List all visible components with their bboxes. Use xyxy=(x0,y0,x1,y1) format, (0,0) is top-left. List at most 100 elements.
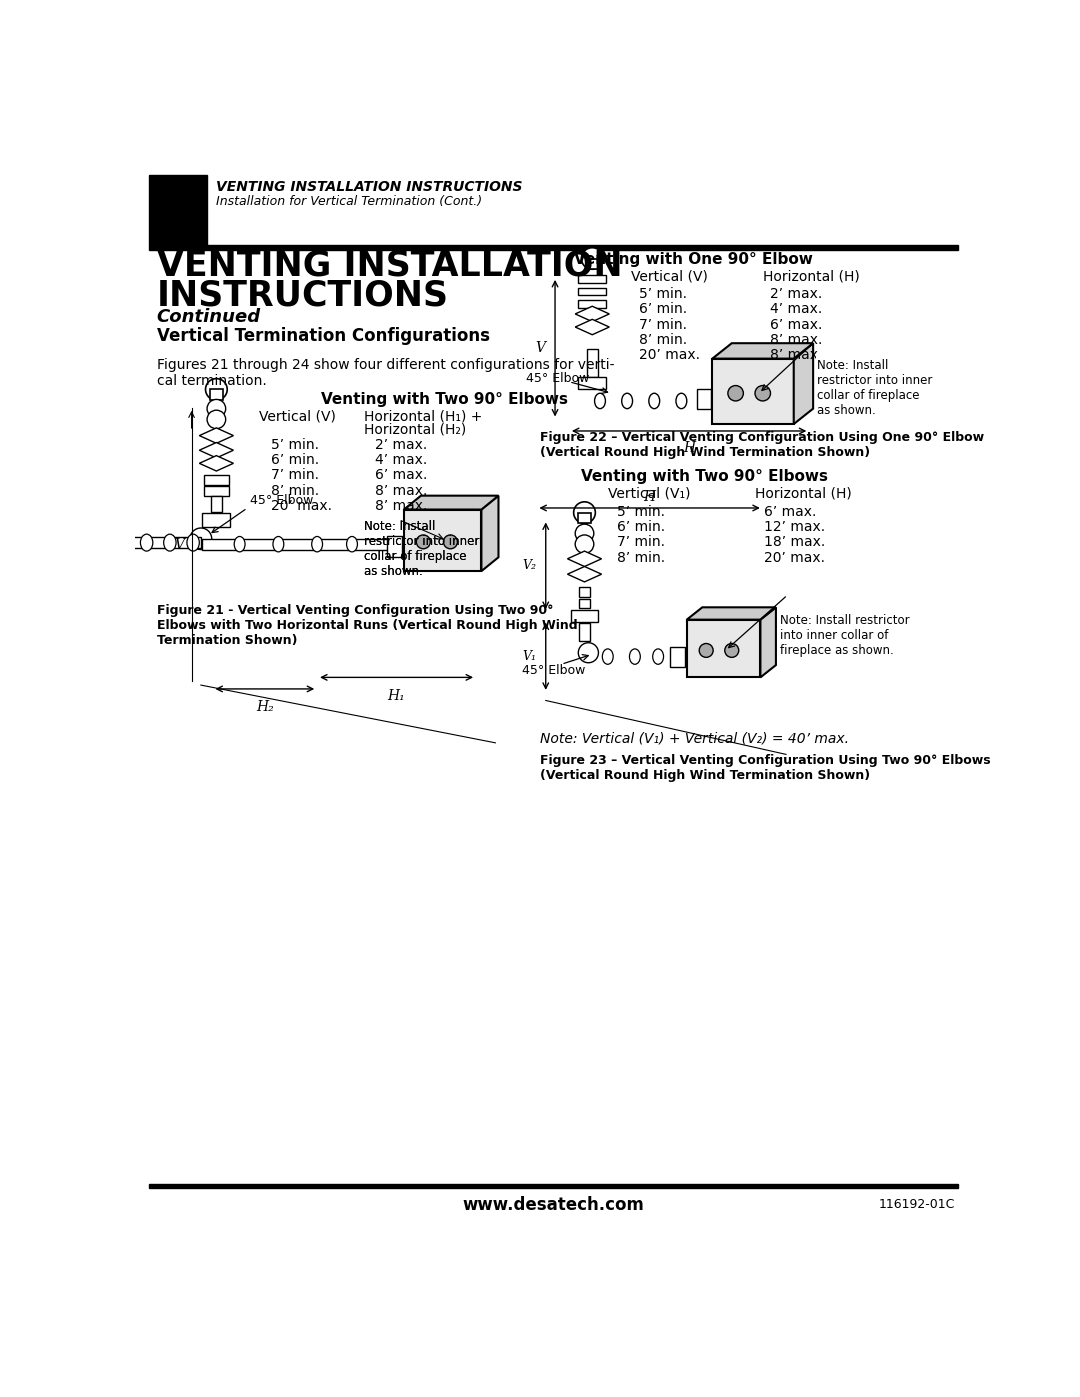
Text: www.desatech.com: www.desatech.com xyxy=(462,1196,645,1214)
Text: Figures 21 through 24 show four different configurations for verti-
cal terminat: Figures 21 through 24 show four differen… xyxy=(157,358,615,388)
Text: 116192-01C: 116192-01C xyxy=(878,1199,955,1211)
Text: V₂: V₂ xyxy=(523,559,537,573)
Text: V₁: V₁ xyxy=(523,650,537,662)
Polygon shape xyxy=(200,427,233,443)
Text: 4’ max.: 4’ max. xyxy=(770,302,823,316)
Circle shape xyxy=(728,386,743,401)
Text: 2’ max.: 2’ max. xyxy=(375,437,428,451)
Ellipse shape xyxy=(273,536,284,552)
Text: Horizontal (H): Horizontal (H) xyxy=(762,270,860,284)
Text: 20’ max.: 20’ max. xyxy=(638,348,700,362)
Text: V: V xyxy=(536,341,545,355)
Text: INSTRUCTIONS: INSTRUCTIONS xyxy=(157,278,448,313)
Polygon shape xyxy=(578,300,606,307)
Text: 6’ min.: 6’ min. xyxy=(271,453,319,467)
Text: Vertical (V₁): Vertical (V₁) xyxy=(608,488,690,502)
Text: Note: Install
restrictor into inner
collar of fireplace
as shown.: Note: Install restrictor into inner coll… xyxy=(364,520,480,577)
Polygon shape xyxy=(482,496,499,571)
Bar xyxy=(687,620,760,678)
Polygon shape xyxy=(713,344,813,359)
Text: Note: Vertical (V₁) + Vertical (V₂) = 40’ max.: Note: Vertical (V₁) + Vertical (V₂) = 40… xyxy=(540,731,849,745)
Bar xyxy=(149,246,958,250)
Text: 6’ min.: 6’ min. xyxy=(638,302,687,316)
Bar xyxy=(387,535,403,557)
Text: 8’ max.: 8’ max. xyxy=(375,483,428,497)
Bar xyxy=(149,176,207,244)
Ellipse shape xyxy=(622,393,633,409)
Circle shape xyxy=(573,502,595,524)
Polygon shape xyxy=(760,608,775,678)
Text: Installation for Vertical Termination (Cont.): Installation for Vertical Termination (C… xyxy=(216,196,483,208)
Circle shape xyxy=(578,643,598,662)
Polygon shape xyxy=(567,550,602,567)
Text: Note: Install
restrictor into inner
collar of fireplace
as shown.: Note: Install restrictor into inner coll… xyxy=(364,520,480,577)
Circle shape xyxy=(416,535,430,549)
Bar xyxy=(670,647,685,666)
Text: Horizontal (H₁) +: Horizontal (H₁) + xyxy=(364,409,482,423)
Text: H: H xyxy=(683,441,696,455)
Text: Venting with One 90° Elbow: Venting with One 90° Elbow xyxy=(573,251,812,267)
Circle shape xyxy=(581,247,603,270)
Text: 45° Elbow: 45° Elbow xyxy=(249,495,313,507)
Polygon shape xyxy=(687,608,775,620)
Ellipse shape xyxy=(603,648,613,665)
Ellipse shape xyxy=(347,536,357,552)
Text: Figure 21 - Vertical Venting Configuration Using Two 90°
Elbows with Two Horizon: Figure 21 - Vertical Venting Configurati… xyxy=(157,605,578,647)
Text: 7’ min.: 7’ min. xyxy=(638,317,687,331)
Text: VENTING INSTALLATION: VENTING INSTALLATION xyxy=(157,249,622,282)
Text: 12’ max.: 12’ max. xyxy=(765,520,825,534)
Text: 8’ min.: 8’ min. xyxy=(271,483,319,497)
Bar xyxy=(579,623,590,641)
Circle shape xyxy=(576,524,594,542)
Ellipse shape xyxy=(312,536,323,552)
Polygon shape xyxy=(567,567,602,583)
Polygon shape xyxy=(578,275,606,284)
Circle shape xyxy=(205,379,227,400)
Polygon shape xyxy=(578,288,606,295)
Text: 7’ min.: 7’ min. xyxy=(617,535,665,549)
Bar xyxy=(586,349,597,377)
Bar xyxy=(586,258,598,270)
Bar xyxy=(570,609,598,622)
Text: Note: Install restrictor
into inner collar of
fireplace as shown.: Note: Install restrictor into inner coll… xyxy=(780,615,909,657)
Text: Note: Install
restrictor into inner
collar of fireplace
as shown.: Note: Install restrictor into inner coll… xyxy=(816,359,932,416)
Text: 8’ min.: 8’ min. xyxy=(638,332,687,346)
Text: Figure 22 – Vertical Venting Configuration Using One 90° Elbow
(Vertical Round H: Figure 22 – Vertical Venting Configurati… xyxy=(540,432,984,460)
Text: Vertical (V): Vertical (V) xyxy=(631,270,707,284)
Text: 18’ max.: 18’ max. xyxy=(765,535,825,549)
Text: 14: 14 xyxy=(157,200,199,228)
Text: 5’ min.: 5’ min. xyxy=(271,437,319,451)
Polygon shape xyxy=(200,443,233,458)
Bar xyxy=(713,359,794,425)
Polygon shape xyxy=(576,320,609,335)
Ellipse shape xyxy=(140,534,153,550)
Text: Vertical Termination Configurations: Vertical Termination Configurations xyxy=(157,327,489,345)
Text: 6’ min.: 6’ min. xyxy=(617,520,665,534)
Text: 6’ max.: 6’ max. xyxy=(765,504,816,518)
Bar xyxy=(579,599,590,608)
Text: Horizontal (H): Horizontal (H) xyxy=(755,488,852,502)
Text: 20’ max.: 20’ max. xyxy=(765,550,825,564)
Circle shape xyxy=(755,386,770,401)
Text: Vertical (V): Vertical (V) xyxy=(259,409,336,423)
Ellipse shape xyxy=(649,393,660,409)
Text: H₁: H₁ xyxy=(388,689,405,703)
Polygon shape xyxy=(200,455,233,471)
Bar xyxy=(149,1185,958,1187)
Ellipse shape xyxy=(630,648,640,665)
Text: 20’ max.: 20’ max. xyxy=(271,499,332,513)
Circle shape xyxy=(699,644,713,658)
Text: Venting with Two 90° Elbows: Venting with Two 90° Elbows xyxy=(321,393,568,407)
Text: H₂: H₂ xyxy=(256,700,273,714)
Ellipse shape xyxy=(652,648,663,665)
Ellipse shape xyxy=(164,534,176,550)
Bar xyxy=(404,510,482,571)
Text: Figure 23 – Vertical Venting Configuration Using Two 90° Elbows
(Vertical Round : Figure 23 – Vertical Venting Configurati… xyxy=(540,754,990,782)
Text: 5’ min.: 5’ min. xyxy=(617,504,665,518)
Text: 5’ min.: 5’ min. xyxy=(638,286,687,300)
Bar xyxy=(211,496,221,511)
Bar xyxy=(211,390,222,400)
Bar xyxy=(578,513,591,524)
Bar xyxy=(202,513,230,527)
Bar xyxy=(202,539,394,549)
